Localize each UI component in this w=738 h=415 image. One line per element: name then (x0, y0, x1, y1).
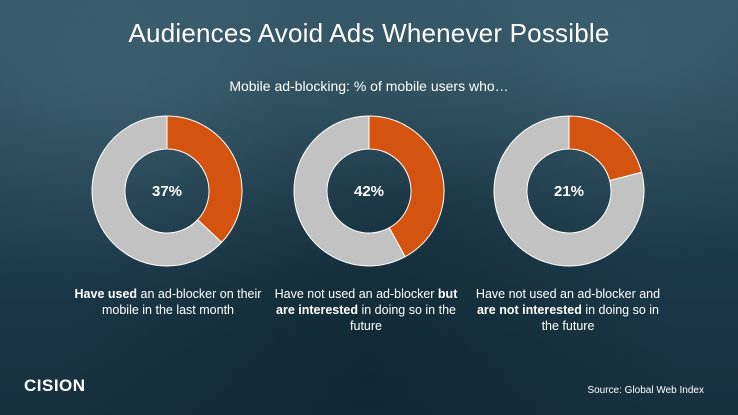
donut-1-highlight-slice (166, 115, 243, 244)
caption-1-part-1: Have used (74, 287, 138, 301)
donut-2-percent-label: 42% (354, 183, 384, 200)
caption-3-part-2: are not interested (476, 303, 582, 317)
donut-caption-2: Have not used an ad-blocker but are inte… (266, 286, 466, 334)
donut-3-highlight-slice (568, 115, 643, 182)
caption-1-part-2: an ad-blocker on their mobile in the las… (101, 287, 262, 317)
chart-title: Audiences Avoid Ads Whenever Possible (128, 18, 610, 48)
donut-caption-1: Have used an ad-blocker on their mobile … (68, 286, 268, 318)
donut-3-remainder-slice (493, 115, 645, 267)
caption-3-part-1: Have not used an ad-blocker and (475, 287, 661, 301)
caption-2-part-1: Have not used an ad-blocker (274, 287, 438, 301)
donut-3-percent-label: 21% (554, 183, 584, 200)
cision-logo: CISION (24, 376, 86, 395)
donut-caption-3: Have not used an ad-blocker and are not … (468, 286, 668, 334)
caption-2-part-3: in doing so in the future (350, 303, 456, 333)
caption-3-part-3: in doing so in the future (541, 303, 660, 333)
source-note: Source: Global Web Index (587, 385, 704, 396)
donut-2-remainder-slice (293, 115, 406, 267)
donut-1-percent-label: 37% (152, 183, 182, 200)
chart-subtitle: Mobile ad-blocking: % of mobile users wh… (229, 78, 509, 94)
donut-1-remainder-slice (91, 115, 223, 267)
donut-2-highlight-slice (368, 115, 445, 258)
caption-2-part-2: but are interested (276, 287, 458, 317)
